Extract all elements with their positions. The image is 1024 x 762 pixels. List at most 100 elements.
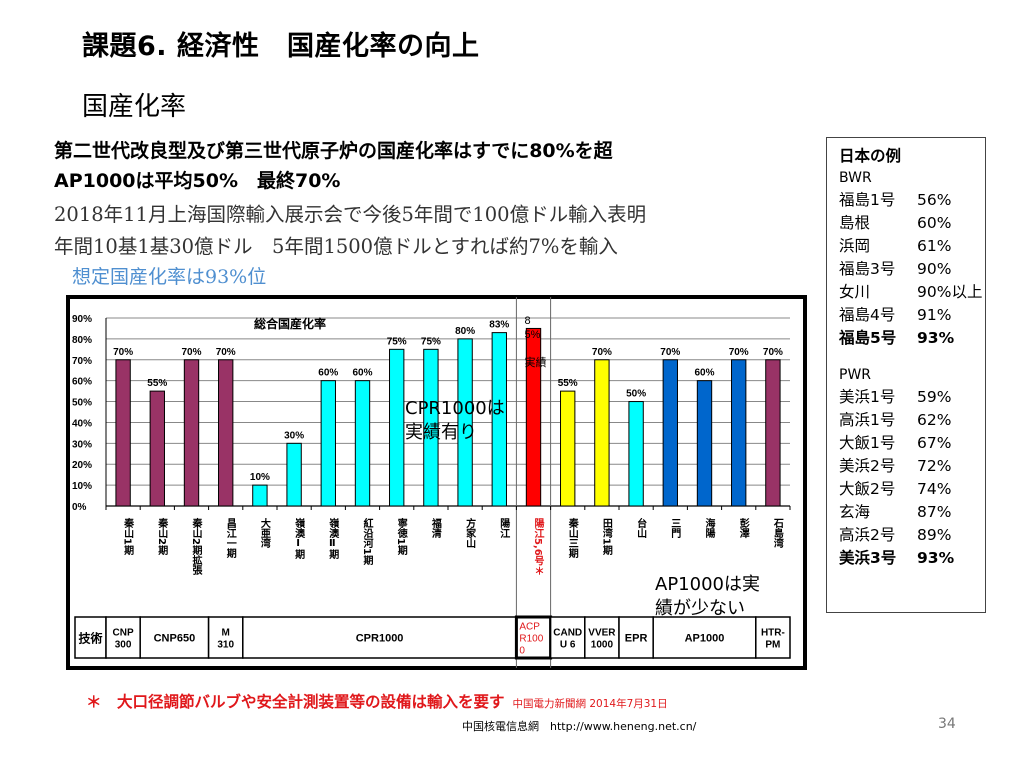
tech-cell-label: 0 bbox=[519, 646, 525, 657]
pwr-plant-name: 美浜3号 bbox=[839, 549, 897, 567]
x-category-label: 秦山2期拡張 bbox=[190, 517, 203, 576]
bar bbox=[560, 390, 576, 507]
pwr-plant-name: 高浜1号 bbox=[839, 411, 896, 429]
bar-value-label: 70% bbox=[113, 347, 133, 358]
bar bbox=[354, 380, 371, 507]
x-category-label: 秦山三期 bbox=[566, 517, 579, 559]
pwr-plant-rate: 74% bbox=[917, 480, 952, 498]
bar bbox=[423, 348, 439, 507]
tech-cell-label: 1000 bbox=[591, 640, 614, 651]
body-line-1: 第二世代改良型及び第三世代原子炉の国産化率はすでに80%を超 bbox=[54, 140, 613, 162]
bar bbox=[218, 359, 234, 507]
tech-cell-label: U 6 bbox=[560, 640, 576, 651]
y-tick-label: 30% bbox=[72, 439, 92, 450]
tech-cell-label: EPR bbox=[625, 633, 648, 645]
tech-cell-label: AP1000 bbox=[685, 633, 725, 645]
bwr-label: BWR bbox=[839, 170, 872, 186]
pwr-plant-name: 大飯2号 bbox=[839, 480, 896, 498]
bar-value-label: 実績 bbox=[525, 355, 547, 369]
bwr-plant-name: 福島4号 bbox=[839, 306, 896, 324]
bar bbox=[252, 484, 268, 507]
y-tick-label: 40% bbox=[72, 418, 92, 429]
pwr-list: 美浜1号 59% 高浜1号 62% 大飯1号 67% 美浜2号 72% 大飯2号 74% 玄海 87%… bbox=[839, 386, 985, 570]
y-tick-label: 80% bbox=[72, 335, 92, 346]
bar-value-label: 80% bbox=[455, 326, 475, 337]
bar-value-label: 60% bbox=[318, 368, 338, 379]
footnote-source: 中国電力新聞網 2014年7月31日 bbox=[512, 698, 668, 710]
tech-cell-label: 300 bbox=[115, 640, 132, 651]
slide-title: 課題6. 経済性 国産化率の向上 bbox=[82, 31, 480, 62]
tech-cell-label: M bbox=[222, 628, 230, 639]
x-category-label: 秦山1期 bbox=[122, 517, 135, 556]
chart-title: 総合国産化率 bbox=[254, 316, 326, 331]
bwr-plant-rate: 60% bbox=[917, 214, 952, 232]
x-category-label: 紅沿河1期 bbox=[361, 517, 373, 566]
bar bbox=[731, 359, 747, 507]
bar bbox=[115, 359, 131, 507]
pwr-plant-name: 大飯1号 bbox=[839, 434, 896, 452]
y-tick-label: 20% bbox=[72, 460, 92, 471]
bar bbox=[389, 348, 405, 507]
x-category-label: 寧徳1期 bbox=[395, 517, 408, 556]
bar-value-label: 55% bbox=[558, 378, 578, 389]
bwr-plant-name: 女川 bbox=[839, 283, 871, 301]
bar bbox=[183, 359, 200, 507]
tech-cell-label: CAND bbox=[553, 628, 582, 639]
tech-cell-label: CPR1000 bbox=[356, 633, 404, 645]
tech-cell-label: PM bbox=[765, 640, 780, 651]
japan-examples-box: 日本の例 BWR 福島1号 56% 島根 60% 浜岡 61% 福島3号 90% 女川 90%以上… bbox=[826, 137, 986, 613]
bwr-plant-rate: 91% bbox=[917, 306, 952, 324]
annotation-ap1000: 績が少ない bbox=[655, 598, 745, 619]
x-category-label: 大亜湾 bbox=[258, 517, 270, 549]
tech-cell-label: ACP bbox=[519, 622, 540, 633]
pwr-plant-name: 高浜2号 bbox=[839, 526, 896, 544]
x-category-label: 昌江一期 bbox=[224, 518, 236, 559]
bar bbox=[525, 327, 542, 507]
body-line-5: 想定国産化率は93%位 bbox=[72, 266, 267, 288]
bar-value-label: 83% bbox=[489, 320, 509, 331]
body-line-3: 2018年11月上海国際輸入展示会で今後5年間で100億ドル輸入表明 bbox=[54, 203, 647, 226]
bar-value-label: 75% bbox=[421, 336, 441, 347]
bar bbox=[594, 359, 610, 507]
bwr-row: 福島5号 93% bbox=[839, 327, 985, 350]
bwr-plant-rate: 90%以上 bbox=[917, 283, 983, 301]
footnote: ＊ 大口径調節バルブや安全計測装置等の設備は輸入を要す 中国電力新聞網 2014年… bbox=[86, 690, 668, 712]
y-tick-label: 90% bbox=[72, 314, 92, 325]
pwr-row: 美浜2号 72% bbox=[839, 455, 985, 478]
bar-value-label: 60% bbox=[694, 368, 714, 379]
pwr-row: 美浜3号 93% bbox=[839, 547, 985, 570]
bar-value-label: 50% bbox=[626, 389, 646, 400]
tech-cell-label: CNP650 bbox=[154, 633, 196, 645]
tech-cell-label: 310 bbox=[217, 640, 234, 651]
bwr-plant-rate: 61% bbox=[917, 237, 952, 255]
x-category-label: 福清 bbox=[429, 517, 442, 539]
bwr-row: 浜岡 61% bbox=[839, 235, 985, 258]
slide-subtitle: 国産化率 bbox=[82, 92, 187, 122]
x-category-label: 陽江 bbox=[498, 518, 510, 539]
bar bbox=[457, 338, 473, 507]
x-category-label: 田湾1期 bbox=[600, 518, 612, 556]
y-tick-label: 0% bbox=[72, 502, 87, 513]
x-category-label: 陽江5,6号＊ bbox=[532, 518, 544, 576]
x-category-label: 嶺澳Ⅰ期 bbox=[293, 517, 306, 560]
y-tick-label: 50% bbox=[72, 398, 92, 409]
x-category-label: 嶺澳Ⅱ期 bbox=[327, 517, 340, 560]
bwr-plant-name: 福島5号 bbox=[839, 329, 897, 347]
body-line-4: 年間10基1基30億ドル 5年間1500億ドルとすれば約7%を輸入 bbox=[54, 235, 618, 258]
bar-value-label: 5% bbox=[525, 329, 541, 341]
bar bbox=[149, 390, 165, 507]
pwr-plant-name: 美浜2号 bbox=[839, 457, 896, 475]
pwr-plant-rate: 87% bbox=[917, 503, 952, 521]
bar-value-label: 70% bbox=[763, 347, 783, 358]
y-tick-label: 60% bbox=[72, 377, 92, 388]
japan-examples-heading: 日本の例 bbox=[839, 147, 902, 165]
page-number: 34 bbox=[938, 716, 956, 732]
pwr-plant-rate: 59% bbox=[917, 388, 952, 406]
y-tick-label: 10% bbox=[72, 481, 92, 492]
annotation-cpr1000: CPR1000は bbox=[405, 398, 505, 419]
annotation-cpr1000: 実績有り bbox=[405, 422, 477, 443]
pwr-row: 大飯2号 74% bbox=[839, 478, 985, 501]
pwr-row: 玄海 87% bbox=[839, 501, 985, 524]
pwr-row: 高浜2号 89% bbox=[839, 524, 985, 547]
